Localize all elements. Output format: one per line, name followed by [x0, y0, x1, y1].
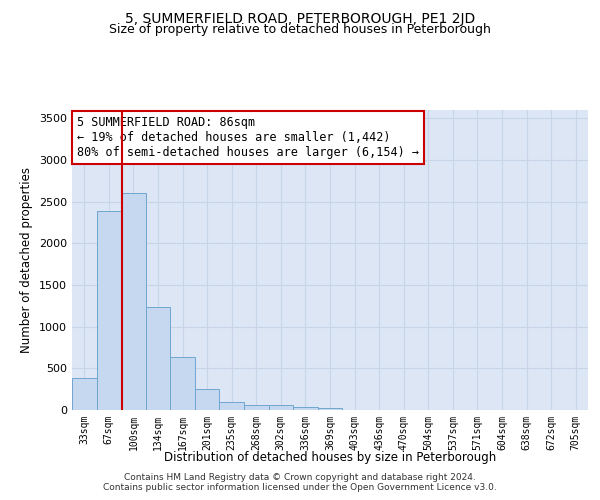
- Bar: [97, 211, 121, 410]
- Y-axis label: Number of detached properties: Number of detached properties: [20, 167, 34, 353]
- Bar: [244, 404, 269, 410]
- Bar: [72, 378, 97, 410]
- Text: Contains public sector information licensed under the Open Government Licence v3: Contains public sector information licen…: [103, 483, 497, 492]
- Bar: [293, 406, 318, 410]
- Bar: [220, 402, 244, 410]
- Text: 5, SUMMERFIELD ROAD, PETERBOROUGH, PE1 2JD: 5, SUMMERFIELD ROAD, PETERBOROUGH, PE1 2…: [125, 12, 475, 26]
- Bar: [269, 406, 293, 410]
- Text: Size of property relative to detached houses in Peterborough: Size of property relative to detached ho…: [109, 22, 491, 36]
- Bar: [121, 194, 146, 410]
- Text: Contains HM Land Registry data © Crown copyright and database right 2024.: Contains HM Land Registry data © Crown c…: [124, 473, 476, 482]
- Bar: [195, 389, 220, 410]
- Text: 5 SUMMERFIELD ROAD: 86sqm
← 19% of detached houses are smaller (1,442)
80% of se: 5 SUMMERFIELD ROAD: 86sqm ← 19% of detac…: [77, 116, 419, 159]
- Bar: [170, 356, 195, 410]
- Bar: [318, 408, 342, 410]
- Bar: [146, 306, 170, 410]
- Text: Distribution of detached houses by size in Peterborough: Distribution of detached houses by size …: [164, 451, 496, 464]
